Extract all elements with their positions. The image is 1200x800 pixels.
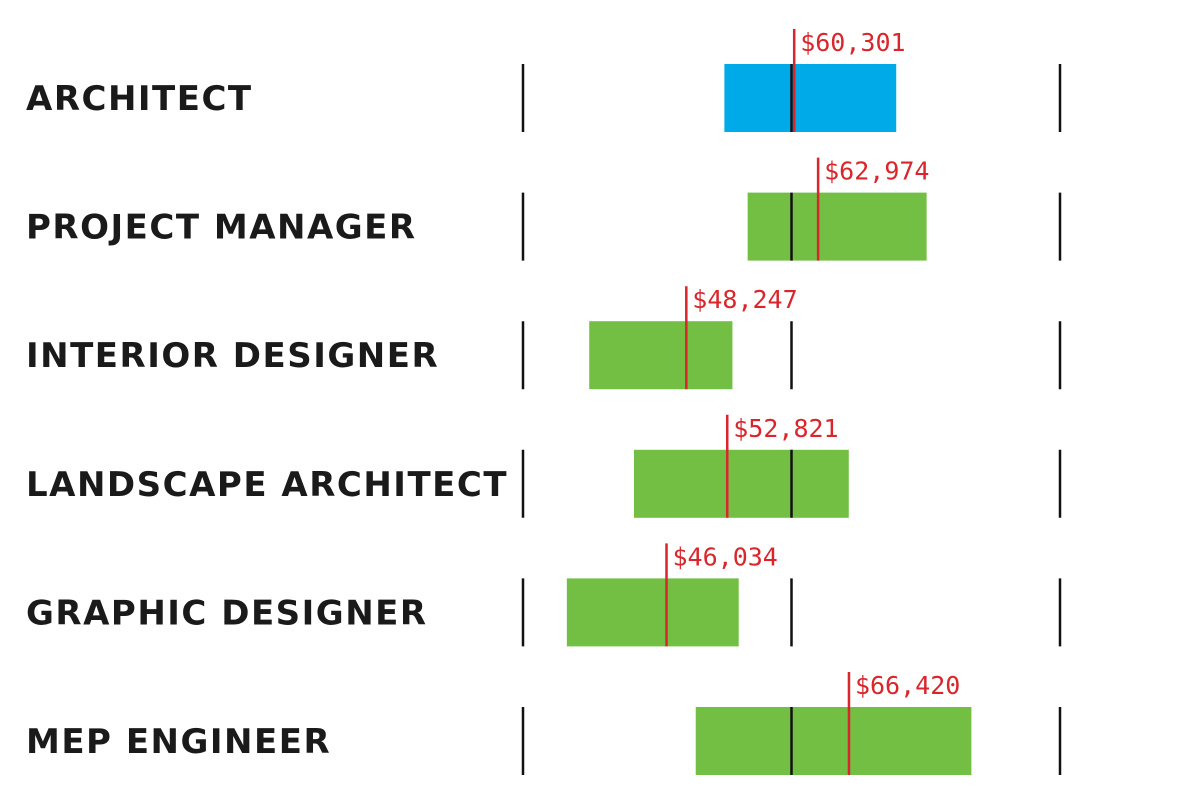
row-label: PROJECT MANAGER bbox=[26, 208, 417, 248]
value-label: $46,034 bbox=[673, 542, 778, 571]
row-label: LANDSCAPE ARCHITECT bbox=[26, 465, 508, 505]
range-bar bbox=[695, 707, 972, 775]
row-label: ARCHITECT bbox=[26, 79, 253, 119]
range-bar bbox=[633, 449, 849, 518]
value-label: $60,301 bbox=[800, 28, 905, 57]
range-bar bbox=[747, 192, 927, 261]
row-label: MEP ENGINEER bbox=[26, 722, 331, 762]
row-label: INTERIOR DESIGNER bbox=[26, 336, 439, 376]
range-bar bbox=[566, 578, 739, 647]
value-label: $62,974 bbox=[824, 157, 929, 186]
range-bar bbox=[589, 321, 733, 390]
row-label: GRAPHIC DESIGNER bbox=[26, 593, 428, 633]
range-bar bbox=[724, 64, 897, 132]
value-label: $52,821 bbox=[733, 414, 838, 443]
value-label: $66,420 bbox=[855, 671, 960, 700]
value-label: $48,247 bbox=[692, 285, 797, 314]
